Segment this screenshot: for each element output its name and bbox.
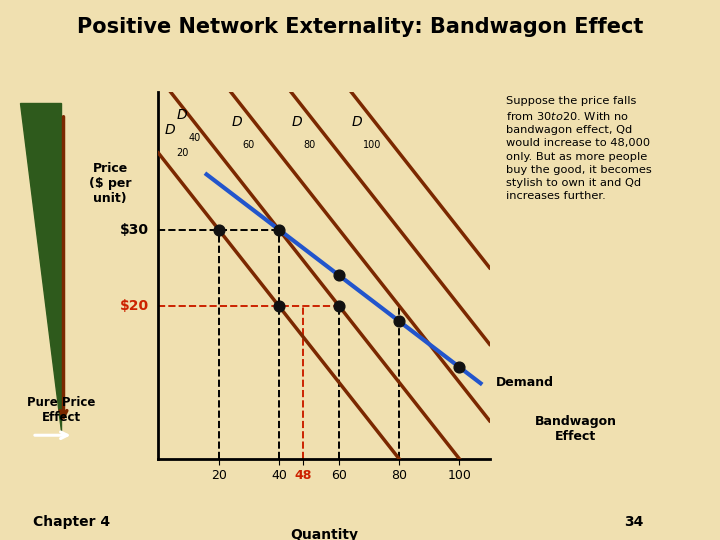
Text: Price
($ per
unit): Price ($ per unit): [89, 162, 132, 205]
Text: $\mathit{D}$: $\mathit{D}$: [351, 116, 363, 130]
Text: Pure Price
Effect: Pure Price Effect: [27, 396, 95, 424]
Text: $30: $30: [120, 222, 149, 237]
Polygon shape: [19, 103, 61, 431]
Text: Positive Network Externality: Bandwagon Effect: Positive Network Externality: Bandwagon …: [77, 17, 643, 37]
Text: Suppose the price falls
from $30 to $20. With no
bandwagon effect, Qd
would incr: Suppose the price falls from $30 to $20.…: [506, 96, 652, 201]
Text: $\mathit{D}$: $\mathit{D}$: [230, 116, 243, 130]
Text: 40: 40: [189, 133, 201, 143]
Point: [333, 302, 345, 310]
Text: 60: 60: [243, 140, 255, 150]
Text: $20: $20: [120, 299, 149, 313]
Text: 20: 20: [176, 148, 189, 158]
Text: $\mathit{D}$: $\mathit{D}$: [164, 123, 176, 137]
Point: [213, 225, 225, 234]
Text: Chapter 4: Chapter 4: [33, 515, 111, 529]
Point: [394, 317, 405, 326]
Point: [454, 363, 465, 372]
Text: 100: 100: [363, 140, 382, 150]
Text: Demand: Demand: [495, 376, 554, 389]
Text: $\mathit{D}$: $\mathit{D}$: [291, 116, 303, 130]
Text: Bandwagon
Effect: Bandwagon Effect: [535, 415, 617, 443]
Text: $\mathit{D}$: $\mathit{D}$: [176, 108, 189, 122]
Text: Quantity: Quantity: [290, 528, 358, 540]
Text: 80: 80: [303, 140, 315, 150]
Point: [273, 302, 284, 310]
Point: [273, 225, 284, 234]
Text: 34: 34: [624, 515, 643, 529]
Point: [333, 271, 345, 280]
